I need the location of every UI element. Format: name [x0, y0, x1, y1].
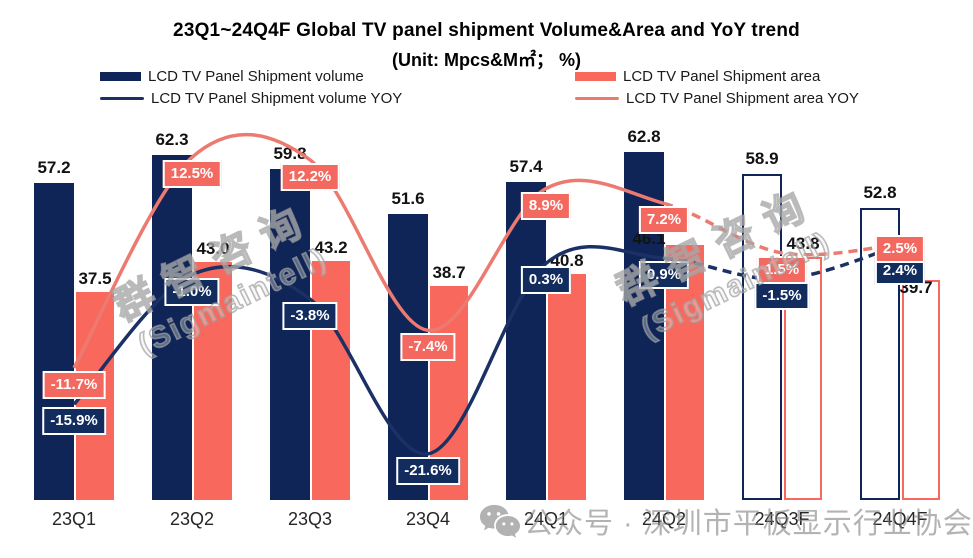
area-value-label: 38.7 — [432, 262, 466, 282]
volume-bar — [270, 168, 310, 500]
volume-bar — [624, 152, 664, 500]
area-yoy-label: -7.4% — [400, 333, 456, 362]
wechat-icon — [479, 504, 521, 538]
volume-bar — [152, 154, 192, 500]
volume-yoy-label: 0.3% — [520, 266, 572, 295]
legend-item-area-line: LCD TV Panel Shipment area YOY — [575, 90, 859, 107]
x-axis-label: 24Q4F — [872, 509, 928, 529]
legend-volume-line-label: LCD TV Panel Shipment volume YOY — [151, 90, 403, 107]
area-line-swatch-icon — [575, 97, 619, 100]
volume-yoy-label: -21.6% — [396, 456, 460, 485]
volume-yoy-label: -1.0% — [164, 277, 220, 306]
area-yoy-label: 2.5% — [874, 235, 926, 264]
volume-bar — [506, 182, 546, 500]
legend-item-volume-bar: LCD TV Panel Shipment volume — [100, 68, 364, 85]
chart-title: 23Q1~24Q4F Global TV panel shipment Volu… — [173, 20, 800, 41]
volume-line-swatch-icon — [100, 97, 144, 100]
volume-value-label: 57.4 — [509, 157, 543, 176]
volume-bar-swatch-icon — [100, 72, 141, 81]
area-yoy-label: 7.2% — [638, 206, 690, 235]
area-bar-swatch-icon — [575, 72, 616, 81]
area-bar — [312, 260, 350, 500]
volume-value-label: 59.8 — [273, 143, 307, 163]
volume-bar — [34, 183, 74, 500]
x-axis-label: 23Q2 — [169, 509, 215, 529]
area-value-label: 43.8 — [786, 234, 820, 254]
legend-item-area-bar: LCD TV Panel Shipment area — [575, 68, 820, 85]
area-yoy-label: -11.7% — [42, 370, 106, 399]
legend-item-volume-line: LCD TV Panel Shipment volume YOY — [100, 90, 402, 107]
volume-yoy-label: -15.9% — [42, 407, 106, 436]
area-yoy-label: 1.5% — [756, 255, 808, 284]
area-value-label: 43.0 — [196, 238, 230, 258]
volume-value-label: 52.8 — [863, 182, 897, 202]
area-yoy-label: 8.9% — [520, 191, 572, 220]
legend-area-line-label: LCD TV Panel Shipment area YOY — [626, 90, 859, 107]
x-axis-label: 24Q3F — [754, 509, 810, 529]
x-axis-label: 23Q3 — [287, 509, 333, 529]
volume-yoy-label: -1.5% — [754, 282, 810, 311]
area-bar — [902, 280, 940, 500]
legend-area-bar-label: LCD TV Panel Shipment area — [623, 68, 821, 85]
legend-volume-bar-label: LCD TV Panel Shipment volume — [148, 68, 364, 85]
wechat-watermark-text: 公众号 · 深圳市平板显示行业协会 — [524, 508, 973, 540]
area-yoy-label: 12.5% — [162, 160, 222, 189]
chart-subtitle: (Unit: Mpcs&M㎡； %) — [392, 50, 581, 70]
x-axis-label: 24Q2 — [641, 509, 687, 529]
volume-value-label: 57.2 — [37, 158, 71, 178]
area-yoy-label: 12.2% — [280, 162, 340, 191]
volume-value-label: 58.9 — [745, 148, 779, 168]
volume-value-label: 62.8 — [627, 127, 661, 147]
volume-bar — [742, 173, 782, 500]
volume-value-label: 51.6 — [391, 189, 425, 209]
x-axis-label: 24Q1 — [523, 509, 569, 529]
x-axis-label: 23Q4 — [405, 509, 451, 529]
x-axis-label: 23Q1 — [51, 509, 97, 529]
area-value-label: 43.2 — [314, 237, 348, 257]
area-bar — [548, 274, 586, 500]
area-value-label: 37.5 — [78, 269, 112, 289]
volume-value-label: 62.3 — [155, 129, 189, 149]
volume-yoy-label: -3.8% — [282, 302, 338, 331]
volume-yoy-label: 0.9% — [638, 261, 690, 290]
